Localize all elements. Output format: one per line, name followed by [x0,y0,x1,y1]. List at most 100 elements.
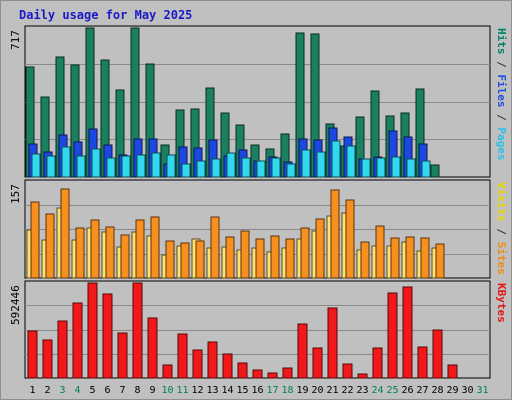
bar-kbytes-day-14 [222,353,233,379]
x-tick-day-13: 13 [206,385,218,396]
x-tick-day-22: 22 [341,385,353,396]
bar-kbytes-day-20 [312,347,323,379]
bar-sites-day-6 [105,226,115,279]
bar-pages-day-21 [331,140,341,178]
x-tick-day-9: 9 [149,385,155,396]
bar-kbytes-day-2 [42,339,53,379]
x-tick-day-11: 11 [176,385,188,396]
x-tick-day-25: 25 [386,385,398,396]
bar-kbytes-day-23 [357,373,368,379]
bar-kbytes-day-7 [117,332,128,379]
bar-pages-day-10 [166,154,176,178]
bar-sites-day-21 [330,189,340,279]
bar-kbytes-day-1 [27,330,38,379]
bar-sites-day-27 [420,237,430,279]
bar-sites-day-17 [270,235,280,279]
legend-entry-visits-0: Visits [495,182,508,222]
bar-pages-day-4 [76,155,86,178]
bar-sites-day-18 [285,238,295,279]
legend-entry-kbytes-0: KBytes [495,283,508,323]
bar-pages-day-22 [346,145,356,178]
bar-pages-day-5 [91,148,101,178]
bar-pages-day-26 [406,158,416,178]
legend-entry-hits-1: / [495,54,508,75]
bar-sites-day-10 [165,240,175,279]
bar-pages-day-8 [136,154,146,178]
bar-kbytes-day-13 [207,341,218,379]
bar-sites-day-22 [345,199,355,279]
x-tick-day-10: 10 [161,385,173,396]
bar-sites-day-13 [210,216,220,279]
x-tick-day-19: 19 [296,385,308,396]
bar-pages-day-14 [226,152,236,178]
legend-visits: Visits / Sites [495,182,508,275]
x-tick-day-26: 26 [401,385,413,396]
bar-sites-day-11 [180,242,190,279]
bar-kbytes-day-10 [162,364,173,379]
legend-entry-visits-2: Sites [495,241,508,275]
bar-pages-day-16 [256,160,266,178]
bar-kbytes-day-15 [237,362,248,379]
x-tick-day-20: 20 [311,385,323,396]
bar-sites-day-19 [300,227,310,279]
bar-kbytes-day-16 [252,369,263,379]
x-tick-day-7: 7 [119,385,125,396]
bar-sites-day-7 [120,234,130,279]
bar-sites-day-2 [45,213,55,279]
bar-sites-day-24 [375,225,385,279]
x-tick-day-1: 1 [29,385,35,396]
max-label-hits: 717 [9,29,22,50]
legend-entry-hits-3: / [495,107,508,128]
bar-pages-day-7 [121,155,131,178]
x-tick-day-31: 31 [476,385,488,396]
bar-pages-day-19 [301,149,311,178]
bar-sites-day-20 [315,218,325,279]
x-tick-day-2: 2 [44,385,50,396]
x-tick-day-24: 24 [371,385,383,396]
bar-sites-day-25 [390,237,400,279]
bar-pages-day-20 [316,151,326,178]
bar-hits-day-28 [430,164,440,178]
bar-pages-day-23 [361,158,371,178]
legend-entry-visits-1: / [495,221,508,242]
bar-kbytes-day-25 [387,292,398,379]
bar-kbytes-day-4 [72,302,83,379]
chart-title: Daily usage for May 2025 [19,8,193,22]
bar-kbytes-day-12 [192,349,203,379]
bar-sites-day-26 [405,236,415,279]
max-label-kbytes: 592446 [9,284,22,325]
x-tick-day-8: 8 [134,385,140,396]
x-tick-day-18: 18 [281,385,293,396]
bar-sites-day-12 [195,240,205,279]
bar-pages-day-11 [181,163,191,178]
x-tick-day-23: 23 [356,385,368,396]
bar-kbytes-day-3 [57,320,68,379]
legend-hits: Hits / Files / Pages [495,28,508,161]
x-tick-day-3: 3 [59,385,65,396]
x-tick-day-15: 15 [236,385,248,396]
bar-kbytes-day-24 [372,347,383,379]
legend-entry-hits-4: Pages [495,127,508,161]
bar-kbytes-day-19 [297,323,308,379]
bar-sites-day-3 [60,188,70,279]
bar-kbytes-day-27 [417,346,428,379]
x-tick-day-4: 4 [74,385,80,396]
x-tick-day-14: 14 [221,385,233,396]
bar-pages-day-17 [271,157,281,178]
bar-pages-day-1 [31,153,41,178]
bar-kbytes-day-18 [282,367,293,379]
bar-kbytes-day-5 [87,282,98,379]
max-label-visits: 157 [9,183,22,204]
bar-pages-day-13 [211,158,221,178]
bar-pages-day-9 [151,152,161,178]
bar-pages-day-3 [61,146,71,178]
x-tick-day-17: 17 [266,385,278,396]
bar-kbytes-day-22 [342,363,353,379]
legend-entry-hits-0: Hits [495,28,508,55]
bar-pages-day-6 [106,157,116,178]
bar-kbytes-day-21 [327,307,338,379]
bar-sites-day-9 [150,216,160,279]
bar-sites-day-15 [240,230,250,279]
bar-pages-day-2 [46,155,56,178]
